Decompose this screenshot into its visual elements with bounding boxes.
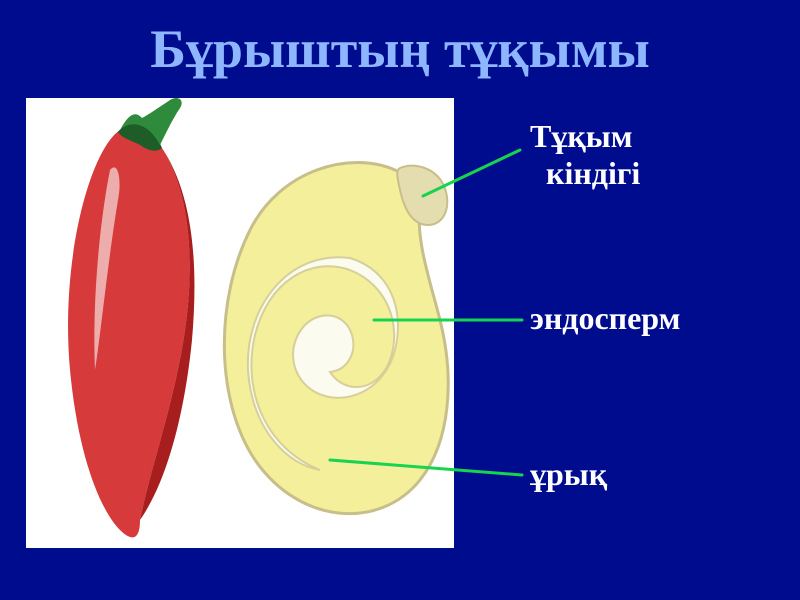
slide-title: Бұрыштың тұқымы <box>0 18 800 80</box>
slide: Бұрыштың тұқымы Тұқым кіндігі эндосперм … <box>0 0 800 600</box>
label-endosperm: эндосперм <box>530 300 680 337</box>
label-embryo: ұрық <box>530 456 607 493</box>
diagram-box <box>26 98 454 548</box>
label-hilum: Тұқым кіндігі <box>530 118 640 192</box>
